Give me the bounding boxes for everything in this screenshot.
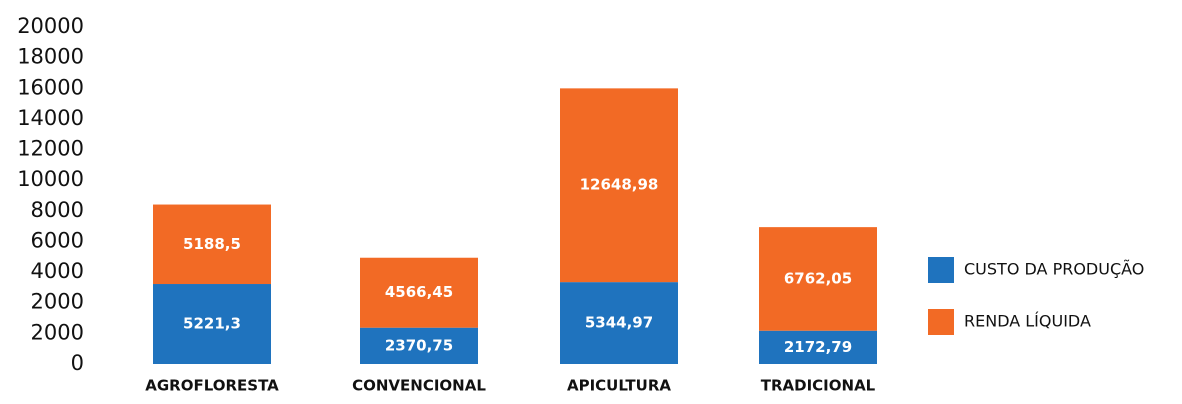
bar-segment xyxy=(560,282,678,364)
value-label: 12648,98 xyxy=(580,176,659,194)
x-tick-label: TRADICIONAL xyxy=(761,377,876,395)
legend-swatch xyxy=(928,309,954,335)
y-tick-label: 2000 xyxy=(31,320,84,344)
y-tick-label: 16000 xyxy=(17,75,84,99)
bar-segment xyxy=(759,330,877,364)
value-label: 5221,3 xyxy=(183,315,241,333)
bar-segment xyxy=(759,227,877,331)
legend-label: RENDA LÍQUIDA xyxy=(964,312,1091,331)
x-tick-label: CONVENCIONAL xyxy=(352,377,486,395)
bar-segment xyxy=(560,88,678,283)
bar-segment xyxy=(360,327,478,364)
y-tick-label: 20000 xyxy=(17,14,84,38)
y-tick-label: 14000 xyxy=(17,106,84,130)
value-label: 5188,5 xyxy=(183,235,241,253)
y-tick-label: 12000 xyxy=(17,137,84,161)
y-tick-label: 6000 xyxy=(31,228,84,252)
y-tick-label: 10000 xyxy=(17,167,84,191)
x-tick-label: APICULTURA xyxy=(567,377,671,395)
legend-swatch xyxy=(928,257,954,283)
x-tick-label: AGROFLORESTA xyxy=(145,377,279,395)
bar-segment xyxy=(153,204,271,285)
value-label: 2370,75 xyxy=(385,336,453,354)
value-label: 4566,45 xyxy=(385,283,453,301)
legend-label: CUSTO DA PRODUÇÃO xyxy=(964,260,1144,279)
value-label: 5344,97 xyxy=(585,314,653,332)
y-tick-label: 0 xyxy=(71,351,84,375)
y-tick-label: 18000 xyxy=(17,45,84,69)
bar-segment xyxy=(360,257,478,328)
y-tick-label: 2000 xyxy=(31,290,84,314)
y-tick-label: 4000 xyxy=(31,259,84,283)
value-label: 6762,05 xyxy=(784,269,852,287)
value-label: 2172,79 xyxy=(784,338,852,356)
y-tick-label: 8000 xyxy=(31,198,84,222)
bar-segment xyxy=(153,284,271,364)
